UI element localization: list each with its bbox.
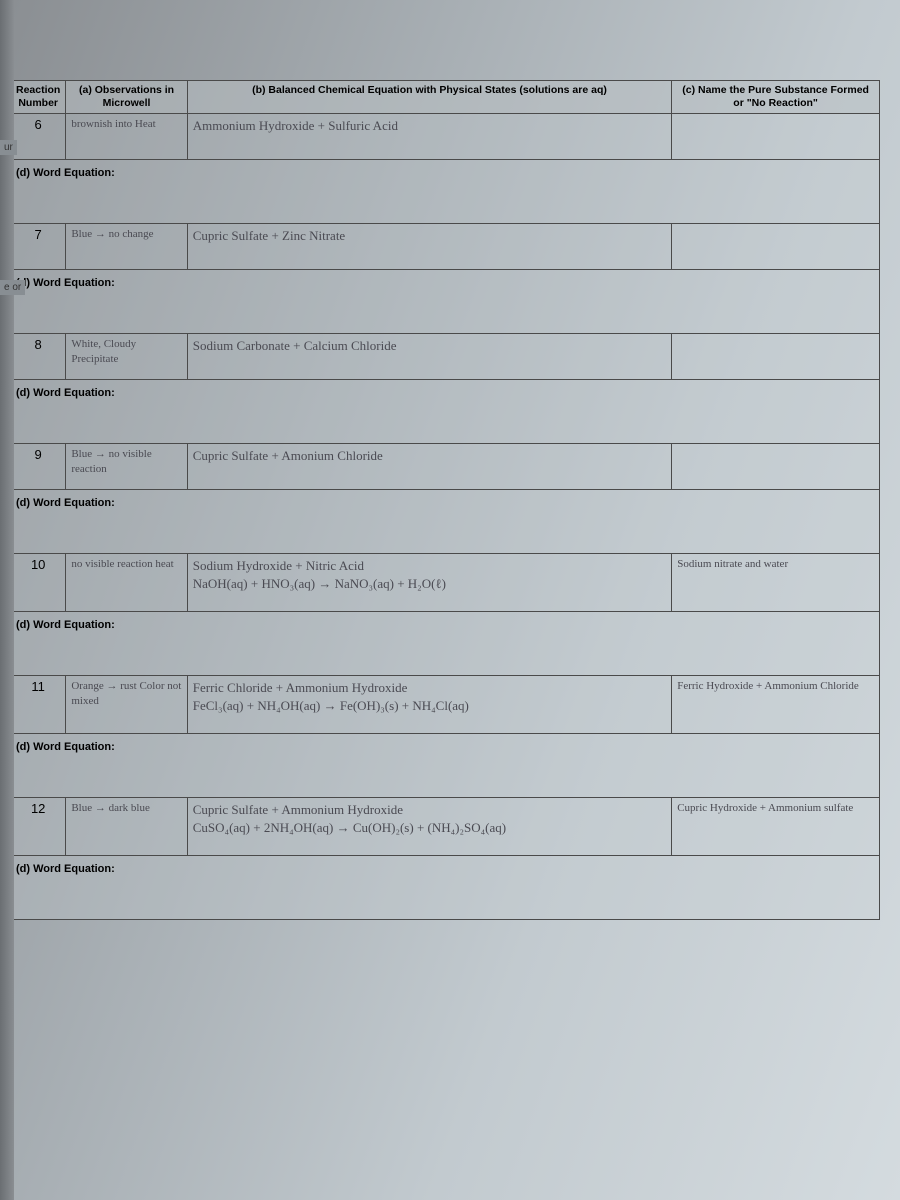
product-cell: Sodium nitrate and water: [672, 554, 880, 612]
reaction-worksheet-table: Reaction Number (a) Observations in Micr…: [10, 80, 880, 920]
reaction-number-cell: 9: [11, 444, 66, 490]
equation-cell: Ammonium Hydroxide + Sulfuric Acid: [187, 114, 671, 160]
equation-cell: Sodium Hydroxide + Nitric Acid NaOH(aq) …: [187, 554, 671, 612]
observations-cell: Blue → no visible reaction: [66, 444, 187, 490]
product-cell: [672, 114, 880, 160]
equation-cell: Sodium Carbonate + Calcium Chloride: [187, 334, 671, 380]
product-cell: Ferric Hydroxide + Ammonium Chloride: [672, 676, 880, 734]
word-equation-row: (d) Word Equation:: [11, 612, 880, 676]
word-equation-row: (d) Word Equation:: [11, 380, 880, 444]
product-cell: [672, 224, 880, 270]
table-row: 12 Blue → dark blue Cupric Sulfate + Amm…: [11, 798, 880, 856]
observations-cell: no visible reaction heat: [66, 554, 187, 612]
header-pure-substance: (c) Name the Pure Substance Formed or "N…: [672, 81, 880, 114]
word-equation-row: (d) Word Equation:: [11, 490, 880, 554]
equation-cell: Cupric Sulfate + Zinc Nitrate: [187, 224, 671, 270]
header-balanced-equation: (b) Balanced Chemical Equation with Phys…: [187, 81, 671, 114]
observations-cell: brownish into Heat: [66, 114, 187, 160]
reaction-number-cell: 10: [11, 554, 66, 612]
word-equation-label: (d) Word Equation:: [16, 619, 115, 631]
product-cell: Cupric Hydroxide + Ammonium sulfate: [672, 798, 880, 856]
observations-cell: White, Cloudy Precipitate: [66, 334, 187, 380]
observations-cell: Blue → no change: [66, 224, 187, 270]
table-row: 9 Blue → no visible reaction Cupric Sulf…: [11, 444, 880, 490]
reaction-number-cell: 8: [11, 334, 66, 380]
reaction-number-cell: 7: [11, 224, 66, 270]
word-equation-row: (d) Word Equation:: [11, 160, 880, 224]
table-row: 7 Blue → no change Cupric Sulfate + Zinc…: [11, 224, 880, 270]
header-row: Reaction Number (a) Observations in Micr…: [11, 81, 880, 114]
word-equation-label: (d) Word Equation:: [16, 497, 115, 509]
reaction-number-cell: 6: [11, 114, 66, 160]
table-row: 6 brownish into Heat Ammonium Hydroxide …: [11, 114, 880, 160]
table-row: 10 no visible reaction heat Sodium Hydro…: [11, 554, 880, 612]
reaction-number-cell: 12: [11, 798, 66, 856]
word-equation-label: (d) Word Equation:: [16, 741, 115, 753]
word-equation-label: (d) Word Equation:: [16, 167, 115, 179]
equation-cell: Ferric Chloride + Ammonium Hydroxide FeC…: [187, 676, 671, 734]
observations-cell: Orange → rust Color not mixed: [66, 676, 187, 734]
header-reaction-number: Reaction Number: [11, 81, 66, 114]
observations-cell: Blue → dark blue: [66, 798, 187, 856]
word-equation-row: (d) Word Equation:: [11, 856, 880, 920]
reaction-number-cell: 11: [11, 676, 66, 734]
header-observations: (a) Observations in Microwell: [66, 81, 187, 114]
margin-tab-1: ur: [0, 140, 17, 155]
product-cell: [672, 444, 880, 490]
table-row: 11 Orange → rust Color not mixed Ferric …: [11, 676, 880, 734]
word-equation-row: (d) Word Equation:: [11, 270, 880, 334]
equation-cell: Cupric Sulfate + Ammonium Hydroxide CuSO…: [187, 798, 671, 856]
word-equation-label: (d) Word Equation:: [16, 277, 115, 289]
product-cell: [672, 334, 880, 380]
equation-cell: Cupric Sulfate + Amonium Chloride: [187, 444, 671, 490]
table-row: 8 White, Cloudy Precipitate Sodium Carbo…: [11, 334, 880, 380]
word-equation-label: (d) Word Equation:: [16, 387, 115, 399]
word-equation-label: (d) Word Equation:: [16, 863, 115, 875]
word-equation-row: (d) Word Equation:: [11, 734, 880, 798]
page-binding-edge: [0, 0, 14, 1200]
margin-tab-2: e or: [0, 280, 25, 295]
